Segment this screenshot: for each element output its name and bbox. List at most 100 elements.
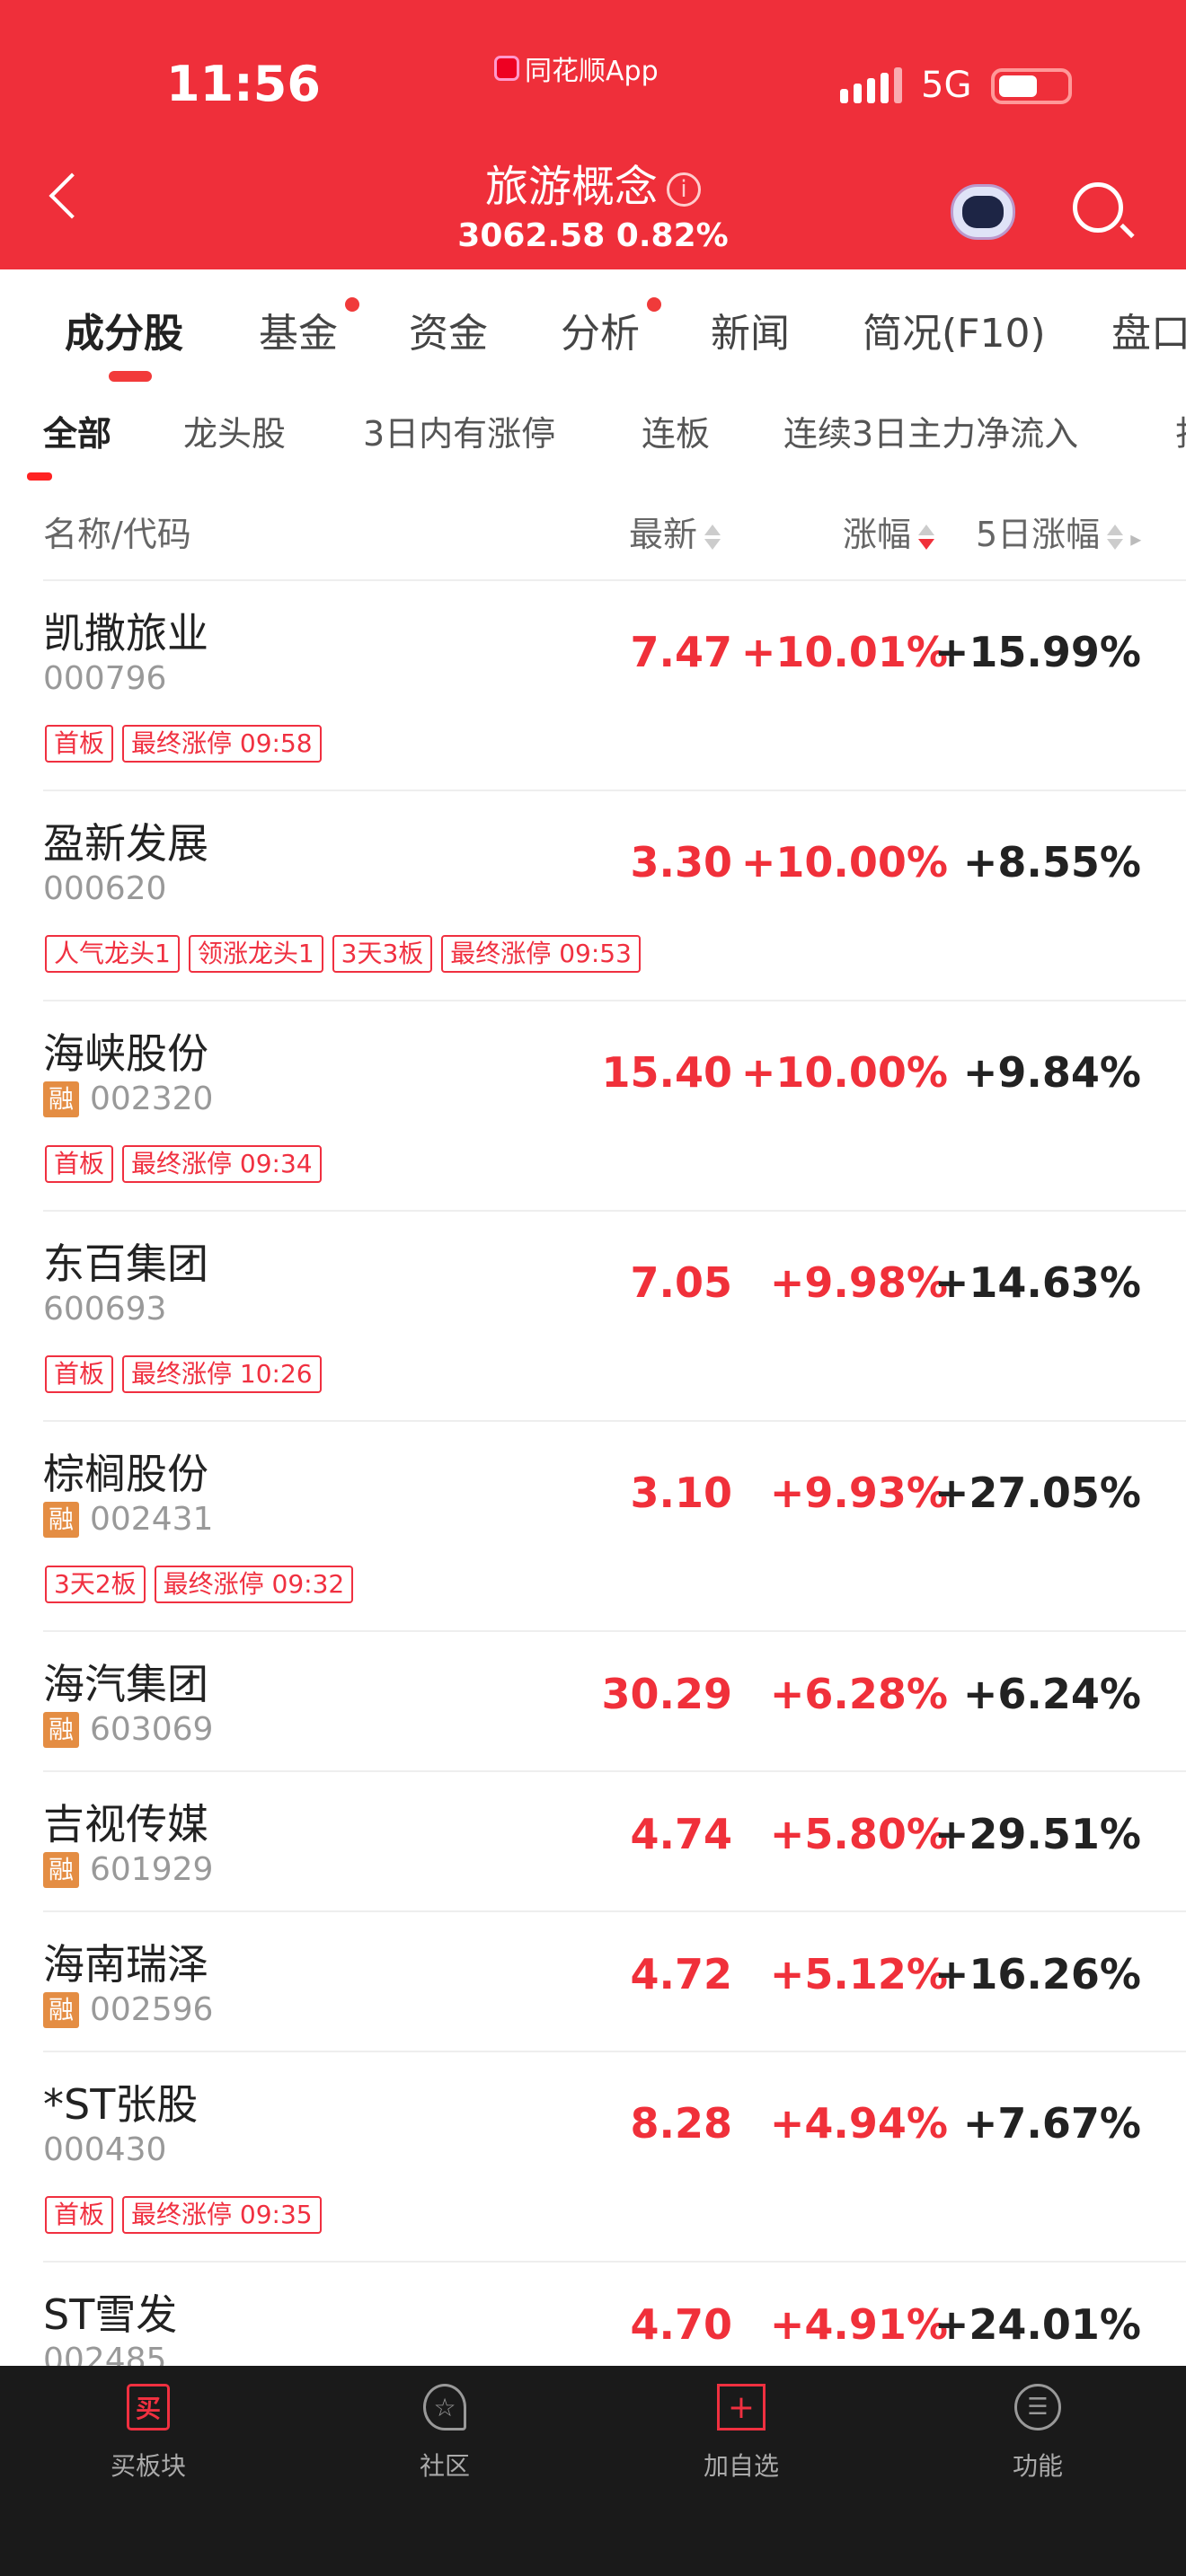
subtab-inflow-3d[interactable]: 连续3日主力净流入 [783,414,1079,454]
tab-analysis[interactable]: 分析 [561,297,661,358]
subtab-consecutive[interactable]: 连板 [642,414,711,454]
change: +10.01% [740,628,948,676]
stock-row[interactable]: 盈新发展 000620 人气龙头1 领涨龙头1 3天3板 最终涨停 09:53 3.30 … [43,790,1186,1000]
stock-tag: 最终涨停 09:35 [122,2196,322,2234]
tab-news[interactable]: 新闻 [711,311,790,357]
index-change: 0.82% [615,217,729,254]
stock-row[interactable]: 海南瑞泽 融 002596 4.72 +5.12% +16.26% [43,1910,1186,2051]
stock-code: 000796 [43,660,167,697]
nav-functions[interactable]: ☰ 功能 [890,2366,1186,2576]
page-title: 旅游概念 i [0,151,1186,214]
stock-tag: 最终涨停 09:34 [122,1145,322,1183]
tab-capital[interactable]: 资金 [409,311,488,357]
stock-row[interactable]: ST雪发 002485 4.70 +4.91% +24.01% [43,2261,1186,2401]
stock-row[interactable]: 东百集团 600693 首板 最终涨停 10:26 7.05 +9.98% +14.6… [43,1210,1186,1420]
search-icon[interactable] [1073,182,1123,233]
status-app: 同花顺App [494,49,659,88]
stock-row[interactable]: 海峡股份 融 002320 首板 最终涨停 09:34 15.40 +10.00% +9… [43,1000,1186,1210]
subtab-more[interactable]: 打 [1175,406,1186,455]
stock-code-line: 000796 [43,660,166,697]
menu-icon: ☰ [1014,2384,1061,2430]
bottom-nav: 买买板块 ☆ 社区 + 加自选 ☰ 功能 [0,2366,1186,2576]
subtab-all[interactable]: 全部 [43,414,112,454]
nav-add-watchlist[interactable]: + 加自选 [593,2366,890,2576]
nav-label: 买板块 [110,2451,186,2481]
nav-community[interactable]: ☆ 社区 [296,2366,593,2576]
price: 4.70 [630,2300,733,2349]
stock-name: 海南瑞泽 [43,1940,208,1989]
col-change5[interactable]: 5日涨幅 ▸ [976,515,1142,554]
tag-list: 首板 最终涨停 10:26 [45,1355,322,1393]
margin-badge: 融 [43,1711,79,1748]
stock-row[interactable]: *ST张股 000430 首板 最终涨停 09:35 8.28 +4.94% +7.6… [43,2051,1186,2261]
price: 7.47 [630,628,733,676]
change-5d: +9.84% [962,1048,1141,1097]
stock-tag: 首板 [45,1145,114,1183]
notification-dot [647,297,661,312]
active-tab-indicator [109,371,152,382]
stock-name: 海汽集团 [43,1660,208,1708]
col-change[interactable]: 涨幅 [843,507,935,556]
change: +6.28% [769,1670,948,1718]
stock-code: 002596 [90,1991,214,2028]
stock-row[interactable]: 吉视传媒 融 601929 4.74 +5.80% +29.51% [43,1770,1186,1910]
stock-row[interactable]: 海汽集团 融 603069 30.29 +6.28% +6.24% [43,1630,1186,1770]
signal-icon [840,67,902,103]
change: +10.00% [740,1048,948,1097]
stock-code: 603069 [90,1711,214,1748]
tab-orderbook[interactable]: 盘口 [1111,311,1186,357]
change-5d: +8.55% [962,838,1141,887]
stock-code-line: 融 002596 [43,1991,213,2028]
stock-row[interactable]: 棕榈股份 融 002431 3天2板 最终涨停 09:32 3.10 +9.93% +2… [43,1420,1186,1630]
tag-list: 人气龙头1 领涨龙头1 3天3板 最终涨停 09:53 [45,935,641,973]
subtab-limitup-3d[interactable]: 3日内有涨停 [363,414,556,454]
change-5d: +15.99% [934,628,1141,676]
tab-constituents[interactable]: 成分股 [65,311,183,357]
sort-icon [704,521,721,553]
stock-tag: 最终涨停 09:58 [122,725,322,763]
scroll-right-icon[interactable]: ▸ [1130,526,1142,551]
stock-name: ST雪发 [43,2290,178,2339]
stock-tag: 3天2板 [45,1566,146,1603]
stock-name: 凯撒旅业 [43,609,208,657]
status-time: 11:56 [166,56,321,112]
stock-tag: 首板 [45,1355,114,1393]
info-icon[interactable]: i [667,172,701,207]
change-5d: +27.05% [934,1469,1141,1517]
price: 3.30 [630,838,733,887]
stock-tag: 最终涨停 09:32 [154,1566,354,1603]
stock-name: 盈新发展 [43,819,208,868]
stock-code-line: 000430 [43,2131,166,2168]
subtab-leaders[interactable]: 龙头股 [183,414,287,454]
nav-buy-sector[interactable]: 买买板块 [0,2366,296,2576]
sort-desc-icon [918,521,935,553]
stock-code: 601929 [90,1851,214,1888]
stock-tag: 人气龙头1 [45,935,180,973]
buy-icon: 买 [127,2384,170,2430]
tab-funds[interactable]: 基金 [259,297,359,358]
stock-code-line: 融 603069 [43,1711,213,1748]
stock-tag: 最终涨停 09:53 [441,935,641,973]
margin-badge: 融 [43,1991,79,2028]
notification-dot [345,297,359,312]
stock-tag: 最终涨停 10:26 [122,1355,322,1393]
margin-badge: 融 [43,1501,79,1538]
change: +9.93% [769,1469,948,1517]
change-5d: +7.67% [962,2099,1141,2148]
stock-code-line: 融 002320 [43,1081,213,1117]
margin-badge: 融 [43,1081,79,1117]
app-logo-icon [494,56,519,81]
price: 8.28 [630,2099,733,2148]
stock-code-line: 000620 [43,870,166,907]
robot-assistant-icon[interactable] [951,184,1015,240]
stock-tag: 领涨龙头1 [188,935,323,973]
nav-label: 社区 [419,2451,470,2481]
col-price[interactable]: 最新 [629,507,721,556]
price: 4.74 [630,1810,733,1858]
change-5d: +29.51% [934,1810,1141,1858]
sort-icon [1107,521,1124,553]
stock-row[interactable]: 凯撒旅业 000796 首板 最终涨停 09:58 7.47 +10.01% +15.… [43,579,1186,790]
stock-code-line: 融 002431 [43,1501,213,1538]
tab-f10[interactable]: 简况(F10) [863,311,1046,357]
stock-code: 600693 [43,1291,167,1328]
